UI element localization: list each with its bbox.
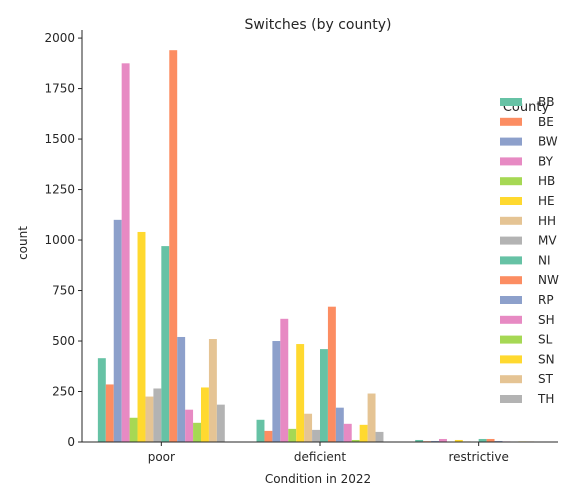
bar-BY-poor (121, 63, 130, 442)
bar-HB-deficient (288, 428, 297, 442)
legend-swatch-SH (500, 315, 522, 324)
bar-BB-restrictive (415, 439, 424, 442)
bar-TH-poor (216, 404, 225, 442)
legend-label-BE: BE (538, 115, 554, 129)
bar-NW-poor (169, 50, 178, 442)
y-axis: 0 250 500 750 1000 1250 1500 1750 2000 (44, 30, 83, 449)
bar-HH-deficient (304, 413, 313, 442)
bar-ST-poor (208, 339, 217, 442)
legend-swatch-SN (500, 355, 522, 364)
bar-BY-restrictive (439, 438, 447, 442)
y-tick-label: 1500 (44, 132, 75, 146)
y-tick-label: 1000 (44, 233, 75, 247)
bar-HB-poor (129, 417, 138, 442)
legend-label-BW: BW (538, 135, 558, 149)
legend-swatch-HB (500, 177, 522, 186)
x-axis: poor deficient restrictive (82, 441, 558, 464)
legend-label-ST: ST (538, 372, 554, 386)
chart-title: Switches (by county) (245, 17, 392, 33)
bar-ST-deficient (367, 393, 376, 442)
legend-label-BY: BY (538, 154, 554, 168)
legend-label-HE: HE (538, 194, 555, 208)
legend-swatch-ST (500, 375, 522, 384)
legend-swatch-NI (500, 256, 522, 265)
bar-RP-deficient (335, 407, 344, 442)
bar-SL-deficient (351, 439, 360, 442)
bar-HE-deficient (296, 344, 305, 442)
legend-swatch-BW (500, 137, 522, 146)
bar-MV-poor (153, 388, 162, 442)
legend-label-MV: MV (538, 234, 557, 248)
legend-label-NI: NI (538, 253, 551, 267)
legend-swatch-NW (500, 276, 522, 285)
y-tick-label: 1250 (44, 183, 75, 197)
legend-swatch-BY (500, 157, 522, 166)
bar-SH-deficient (343, 423, 352, 442)
legend-label-SH: SH (538, 313, 555, 327)
bar-TH-deficient (375, 431, 384, 442)
legend-swatch-TH (500, 395, 522, 403)
x-tick-label: deficient (294, 450, 346, 464)
y-tick-label: 2000 (44, 31, 75, 45)
legend-swatch-BB (500, 98, 522, 106)
y-tick-label: 1750 (44, 82, 75, 96)
x-axis-label: Condition in 2022 (265, 472, 371, 486)
bar-BB-deficient (256, 419, 265, 442)
legend-label-SL: SL (538, 333, 553, 347)
y-tick-label: 0 (67, 435, 75, 449)
bar-RP-restrictive (494, 440, 503, 442)
bar-BW-deficient (272, 341, 281, 442)
bar-SN-poor (201, 387, 209, 442)
y-tick-label: 250 (52, 385, 75, 399)
legend-label-RP: RP (538, 293, 554, 307)
x-tick-label: poor (148, 450, 175, 464)
legend-swatch-BE (500, 117, 522, 126)
legend-label-TH: TH (537, 392, 554, 406)
legend-label-HH: HH (538, 214, 556, 228)
legend-label-NW: NW (538, 273, 559, 287)
legend-swatch-SL (500, 335, 522, 344)
bar-BY-deficient (280, 318, 289, 442)
bar-SH-poor (185, 409, 194, 442)
legend-swatch-RP (500, 296, 522, 304)
y-tick-label: 500 (52, 334, 75, 348)
legend-label-HB: HB (538, 174, 555, 188)
bar-BE-deficient (264, 430, 273, 442)
legend-swatch-MV (500, 236, 522, 245)
y-tick-label: 750 (52, 284, 75, 298)
bar-MV-deficient (312, 429, 320, 442)
bar-RP-poor (177, 336, 186, 442)
bar-BW-poor (113, 219, 122, 442)
bar-SL-poor (193, 422, 201, 442)
bar-BB-poor (97, 358, 106, 442)
legend-swatch-HH (500, 216, 522, 225)
bar-HE-restrictive (454, 439, 463, 442)
bar-NI-poor (161, 246, 170, 442)
bars (97, 50, 543, 442)
bar-BW-restrictive (431, 440, 439, 442)
legend-swatch-HE (500, 197, 522, 205)
legend-label-BB: BB (538, 95, 554, 109)
bar-NW-deficient (327, 306, 336, 442)
bar-BE-poor (105, 384, 114, 442)
bar-SN-deficient (359, 424, 368, 442)
bar-HE-poor (137, 231, 146, 442)
bar-NI-restrictive (478, 438, 487, 442)
legend-label-SN: SN (538, 352, 555, 366)
x-tick-label: restrictive (448, 450, 508, 464)
bar-HH-poor (145, 396, 154, 442)
bar-NW-restrictive (486, 438, 495, 442)
y-axis-label: count (16, 226, 30, 260)
bar-NI-deficient (320, 349, 328, 442)
